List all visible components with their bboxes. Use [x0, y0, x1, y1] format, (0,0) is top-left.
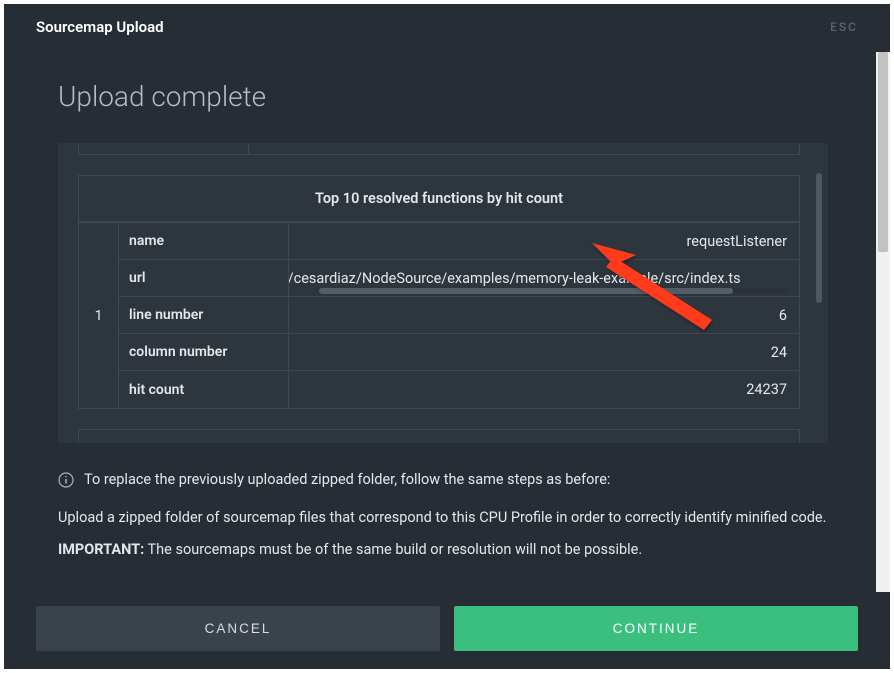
esc-button[interactable]: ESC — [830, 20, 858, 34]
table-title: Top 10 resolved functions by hit count — [79, 176, 799, 222]
hit-row: hit count 24237 — [119, 371, 799, 408]
table-row: 1 name requestListener url ome/cesardiaz… — [79, 222, 799, 408]
info-icon — [58, 472, 74, 488]
name-row: name requestListener — [119, 223, 799, 260]
url-value[interactable]: ome/cesardiaz/NodeSource/examples/memory… — [289, 261, 799, 296]
top-functions-table: Top 10 resolved functions by hit count 1… — [78, 175, 800, 409]
results-panel: Top 10 resolved functions by hit count 1… — [58, 143, 828, 443]
url-row: url ome/cesardiaz/NodeSource/examples/me… — [119, 260, 799, 297]
url-horizontal-scrollbar[interactable] — [319, 288, 789, 294]
prev-table-edge — [78, 143, 800, 155]
url-scroll-thumb[interactable] — [319, 288, 733, 294]
line-row: line number 6 — [119, 297, 799, 334]
important-label: IMPORTANT: — [58, 541, 144, 558]
column-row: column number 24 — [119, 334, 799, 371]
url-text: ome/cesardiaz/NodeSource/examples/memory… — [289, 270, 741, 287]
results-inner-scroll[interactable]: Top 10 resolved functions by hit count 1… — [78, 143, 800, 443]
replace-info-line: To replace the previously uploaded zippe… — [58, 471, 828, 488]
info-section: To replace the previously uploaded zippe… — [58, 471, 828, 580]
modal-header: Sourcemap Upload ESC — [4, 4, 890, 50]
column-label: column number — [119, 334, 289, 370]
important-note: IMPORTANT: The sourcemaps must be of the… — [58, 538, 828, 562]
line-label: line number — [119, 297, 289, 333]
body-vertical-scrollbar[interactable] — [876, 52, 890, 592]
page-title: Upload complete — [58, 80, 828, 113]
modal-title: Sourcemap Upload — [36, 18, 164, 36]
name-value: requestListener — [289, 224, 799, 259]
replace-info-text: To replace the previously uploaded zippe… — [84, 471, 610, 488]
url-label: url — [119, 260, 289, 296]
hit-value: 24237 — [289, 372, 799, 407]
panel-vertical-scrollbar[interactable] — [816, 173, 822, 303]
name-label: name — [119, 223, 289, 259]
modal-footer: CANCEL CONTINUE — [4, 592, 890, 669]
modal-body: Upload complete Top 10 resolved function… — [4, 50, 890, 592]
line-value: 6 — [289, 298, 799, 333]
continue-button[interactable]: CONTINUE — [454, 606, 858, 651]
important-text: The sourcemaps must be of the same build… — [144, 541, 642, 558]
column-value: 24 — [289, 335, 799, 370]
body-scroll-thumb[interactable] — [878, 52, 888, 252]
next-table-edge — [78, 429, 800, 443]
hit-label: hit count — [119, 371, 289, 408]
sourcemap-upload-modal: Sourcemap Upload ESC Upload complete Top… — [4, 4, 890, 669]
upload-instructions: Upload a zipped folder of sourcemap file… — [58, 506, 828, 530]
modal-scroll-area[interactable]: Upload complete Top 10 resolved function… — [4, 50, 882, 592]
cancel-button[interactable]: CANCEL — [36, 606, 440, 651]
row-index: 1 — [79, 223, 119, 408]
